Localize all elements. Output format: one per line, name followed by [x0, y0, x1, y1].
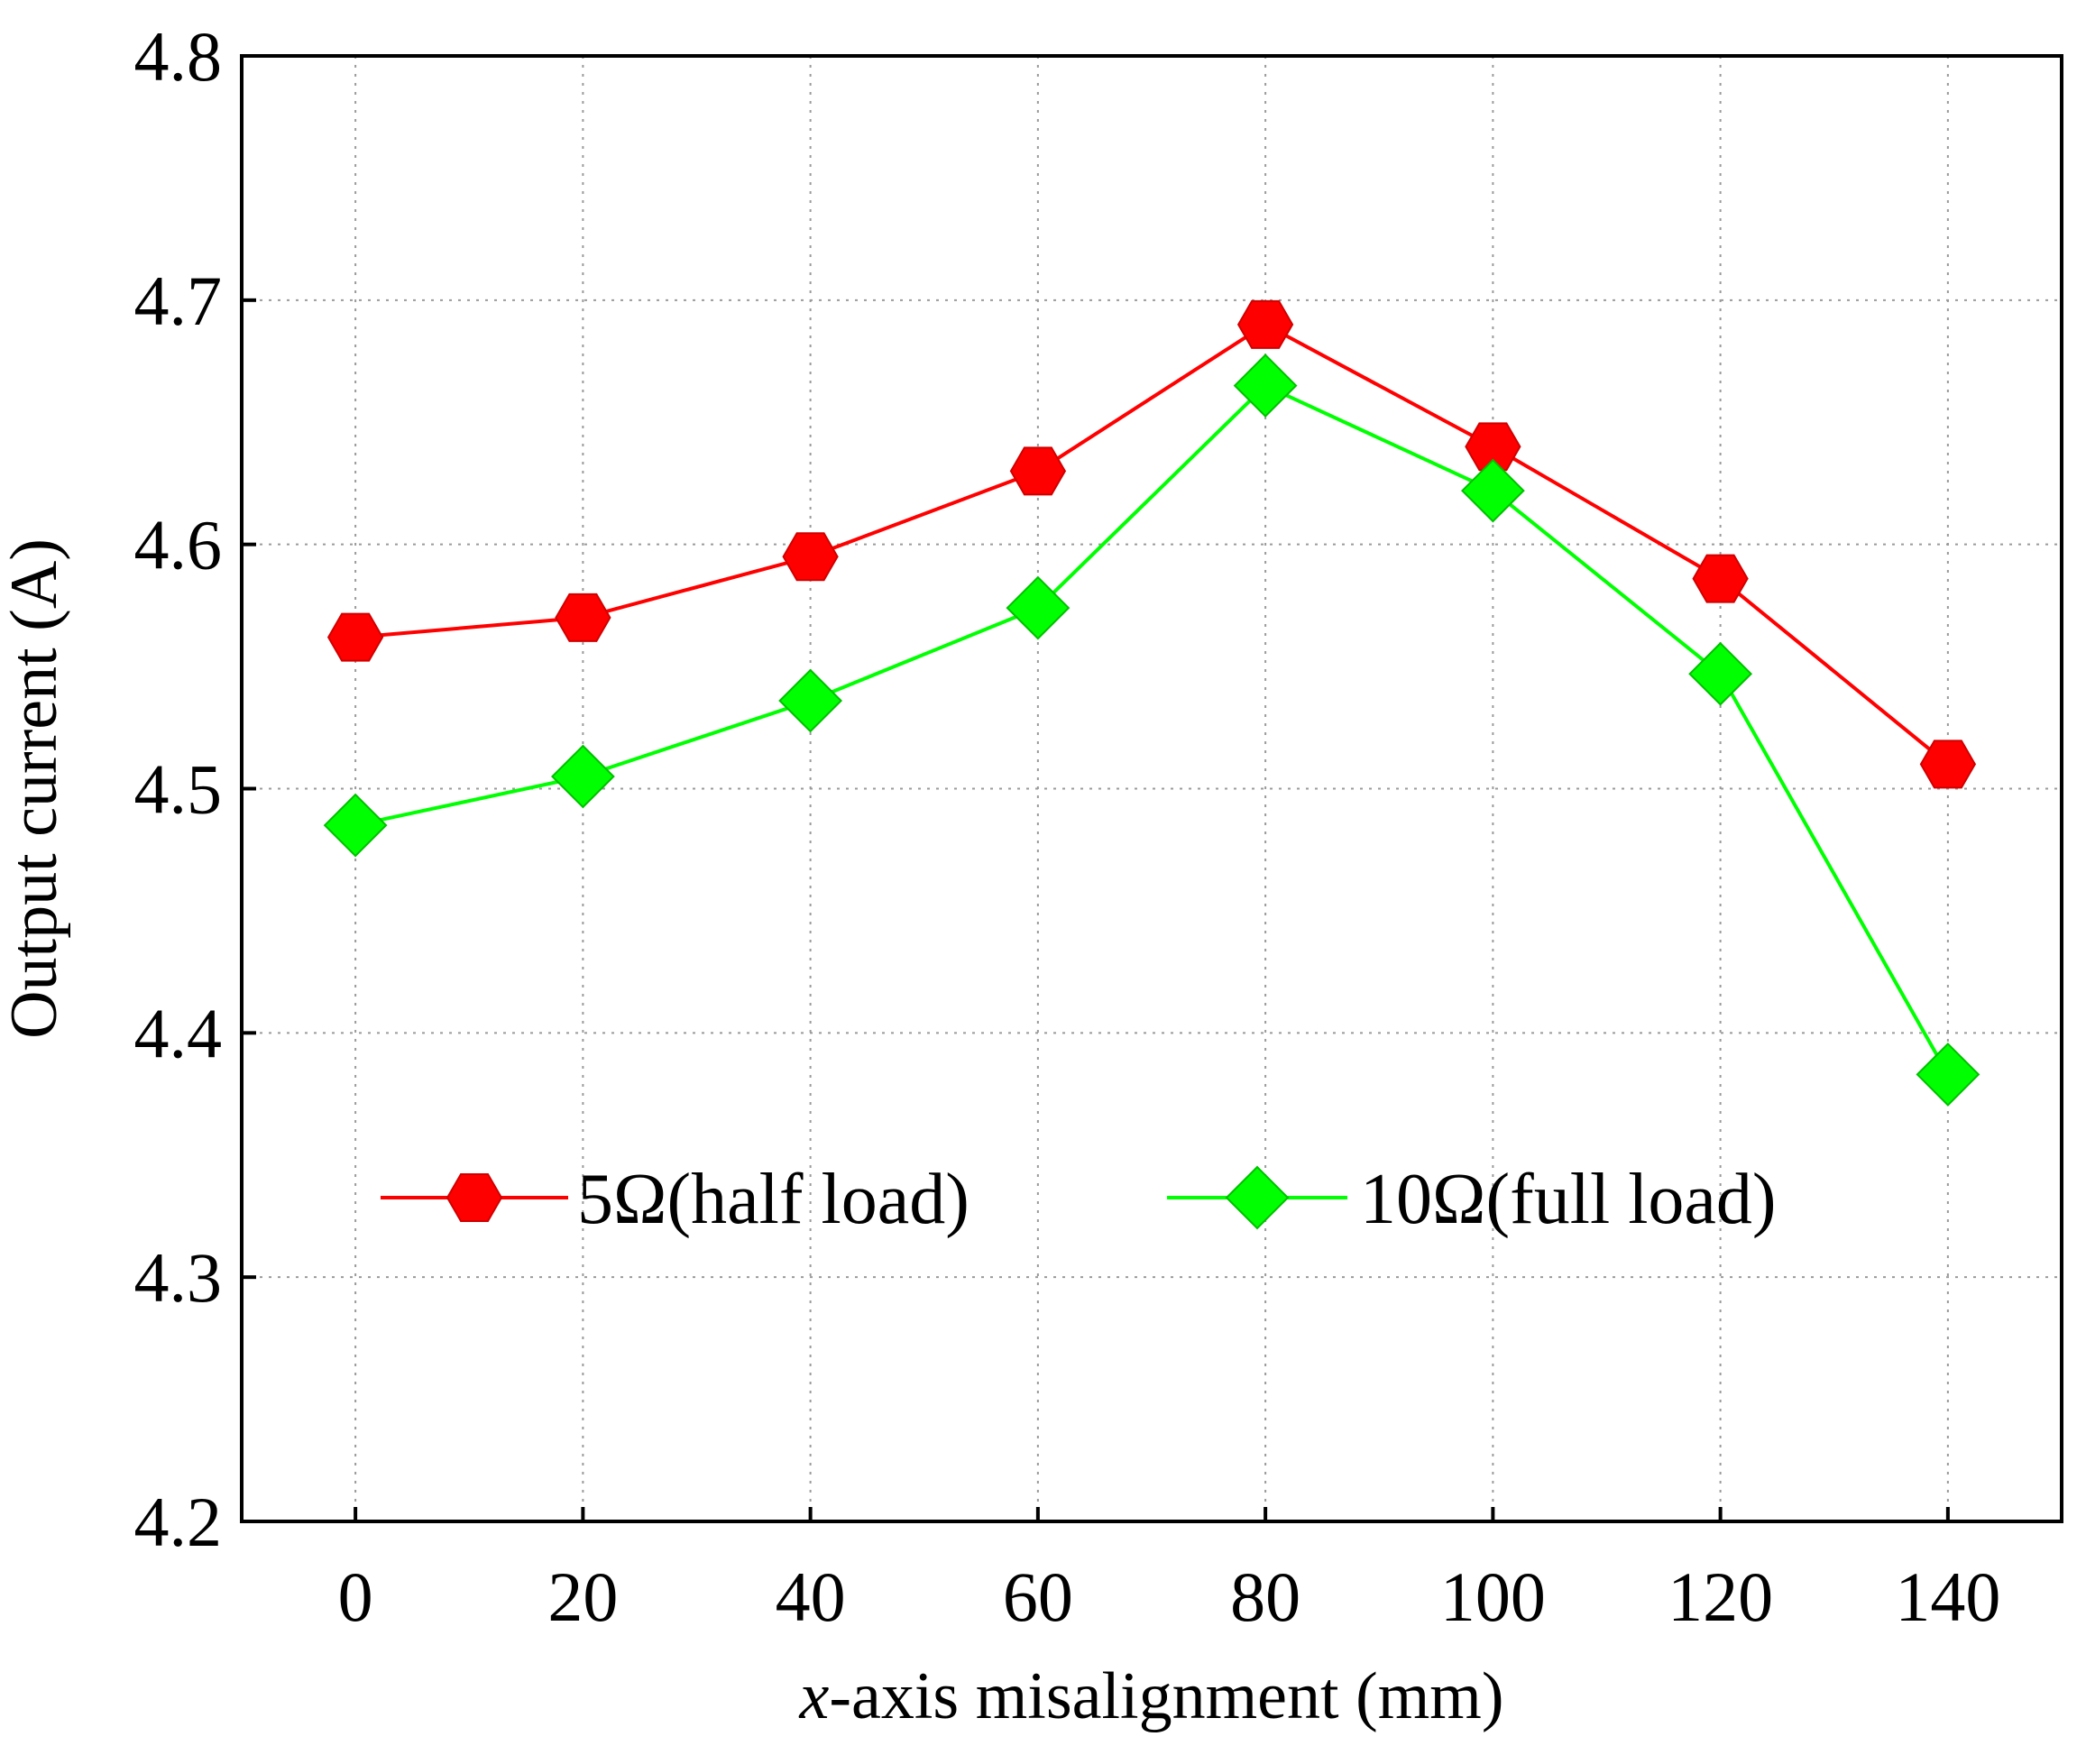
x-tick-label-1: 20 — [547, 1557, 618, 1636]
series-0-point-2 — [782, 532, 839, 582]
x-tick-label-5: 100 — [1440, 1557, 1546, 1636]
x-tick-label-7: 140 — [1895, 1557, 2000, 1636]
series-1-point-3 — [1006, 575, 1071, 640]
y-tick-label-3: 4.5 — [134, 750, 223, 829]
series-0-point-6 — [1692, 554, 1749, 603]
series-0-point-3 — [1009, 446, 1067, 496]
x-tick-label-2: 40 — [776, 1557, 846, 1636]
series-layer — [323, 299, 1980, 1107]
series-0-point-7 — [1919, 740, 1977, 789]
y-tick-label-0: 4.2 — [134, 1483, 223, 1561]
series-0-point-4 — [1236, 299, 1294, 349]
series-0-point-0 — [326, 612, 384, 662]
series-0-point-1 — [555, 593, 611, 642]
y-tick-label-1: 4.3 — [134, 1238, 223, 1317]
series-0-point-5 — [1465, 422, 1521, 472]
x-tick-label-3: 60 — [1003, 1557, 1073, 1636]
x-tick-label-6: 120 — [1668, 1557, 1773, 1636]
grid-layer — [242, 56, 2062, 1521]
tick-layer: 0 20 40 60 80 100 120 140 4.2 4.3 4.4 4.5 4.6 4.7 4.8 — [134, 17, 2001, 1636]
x-tick-label-4: 80 — [1230, 1557, 1300, 1636]
legend-label-0: 5Ω(half load) — [577, 1160, 969, 1239]
series-line-1 — [354, 383, 1950, 1076]
legend-label-1: 10Ω(full load) — [1360, 1160, 1777, 1239]
series-1 — [323, 354, 1980, 1107]
series-0 — [326, 299, 1977, 789]
series-1-point-1 — [550, 744, 615, 809]
x-tick-label-0: 0 — [338, 1557, 373, 1636]
series-1-point-0 — [323, 793, 388, 858]
x-axis-label-rest: -axis misalignment (mm) — [829, 1659, 1503, 1733]
series-1-point-2 — [778, 668, 843, 733]
y-tick-label-5: 4.7 — [134, 262, 223, 340]
x-axis-label: x-axis misalignment (mm) — [799, 1659, 1504, 1733]
legend-marker-1 — [1225, 1165, 1290, 1230]
series-1-point-7 — [1916, 1042, 1980, 1107]
y-tick-label-2: 4.4 — [134, 994, 223, 1072]
series-1-point-6 — [1688, 641, 1753, 706]
y-tick-label-4: 4.6 — [134, 506, 223, 584]
y-axis-label: Output current (A) — [0, 538, 71, 1039]
y-tick-label-6: 4.8 — [134, 17, 223, 96]
series-1-point-5 — [1460, 458, 1525, 523]
legend-marker-0 — [446, 1173, 503, 1222]
legend: 5Ω(half load) 10Ω(full load) — [381, 1160, 1777, 1239]
x-axis-label-italic: x — [799, 1659, 830, 1733]
series-line-0 — [354, 322, 1950, 766]
series-1-point-4 — [1233, 354, 1298, 418]
